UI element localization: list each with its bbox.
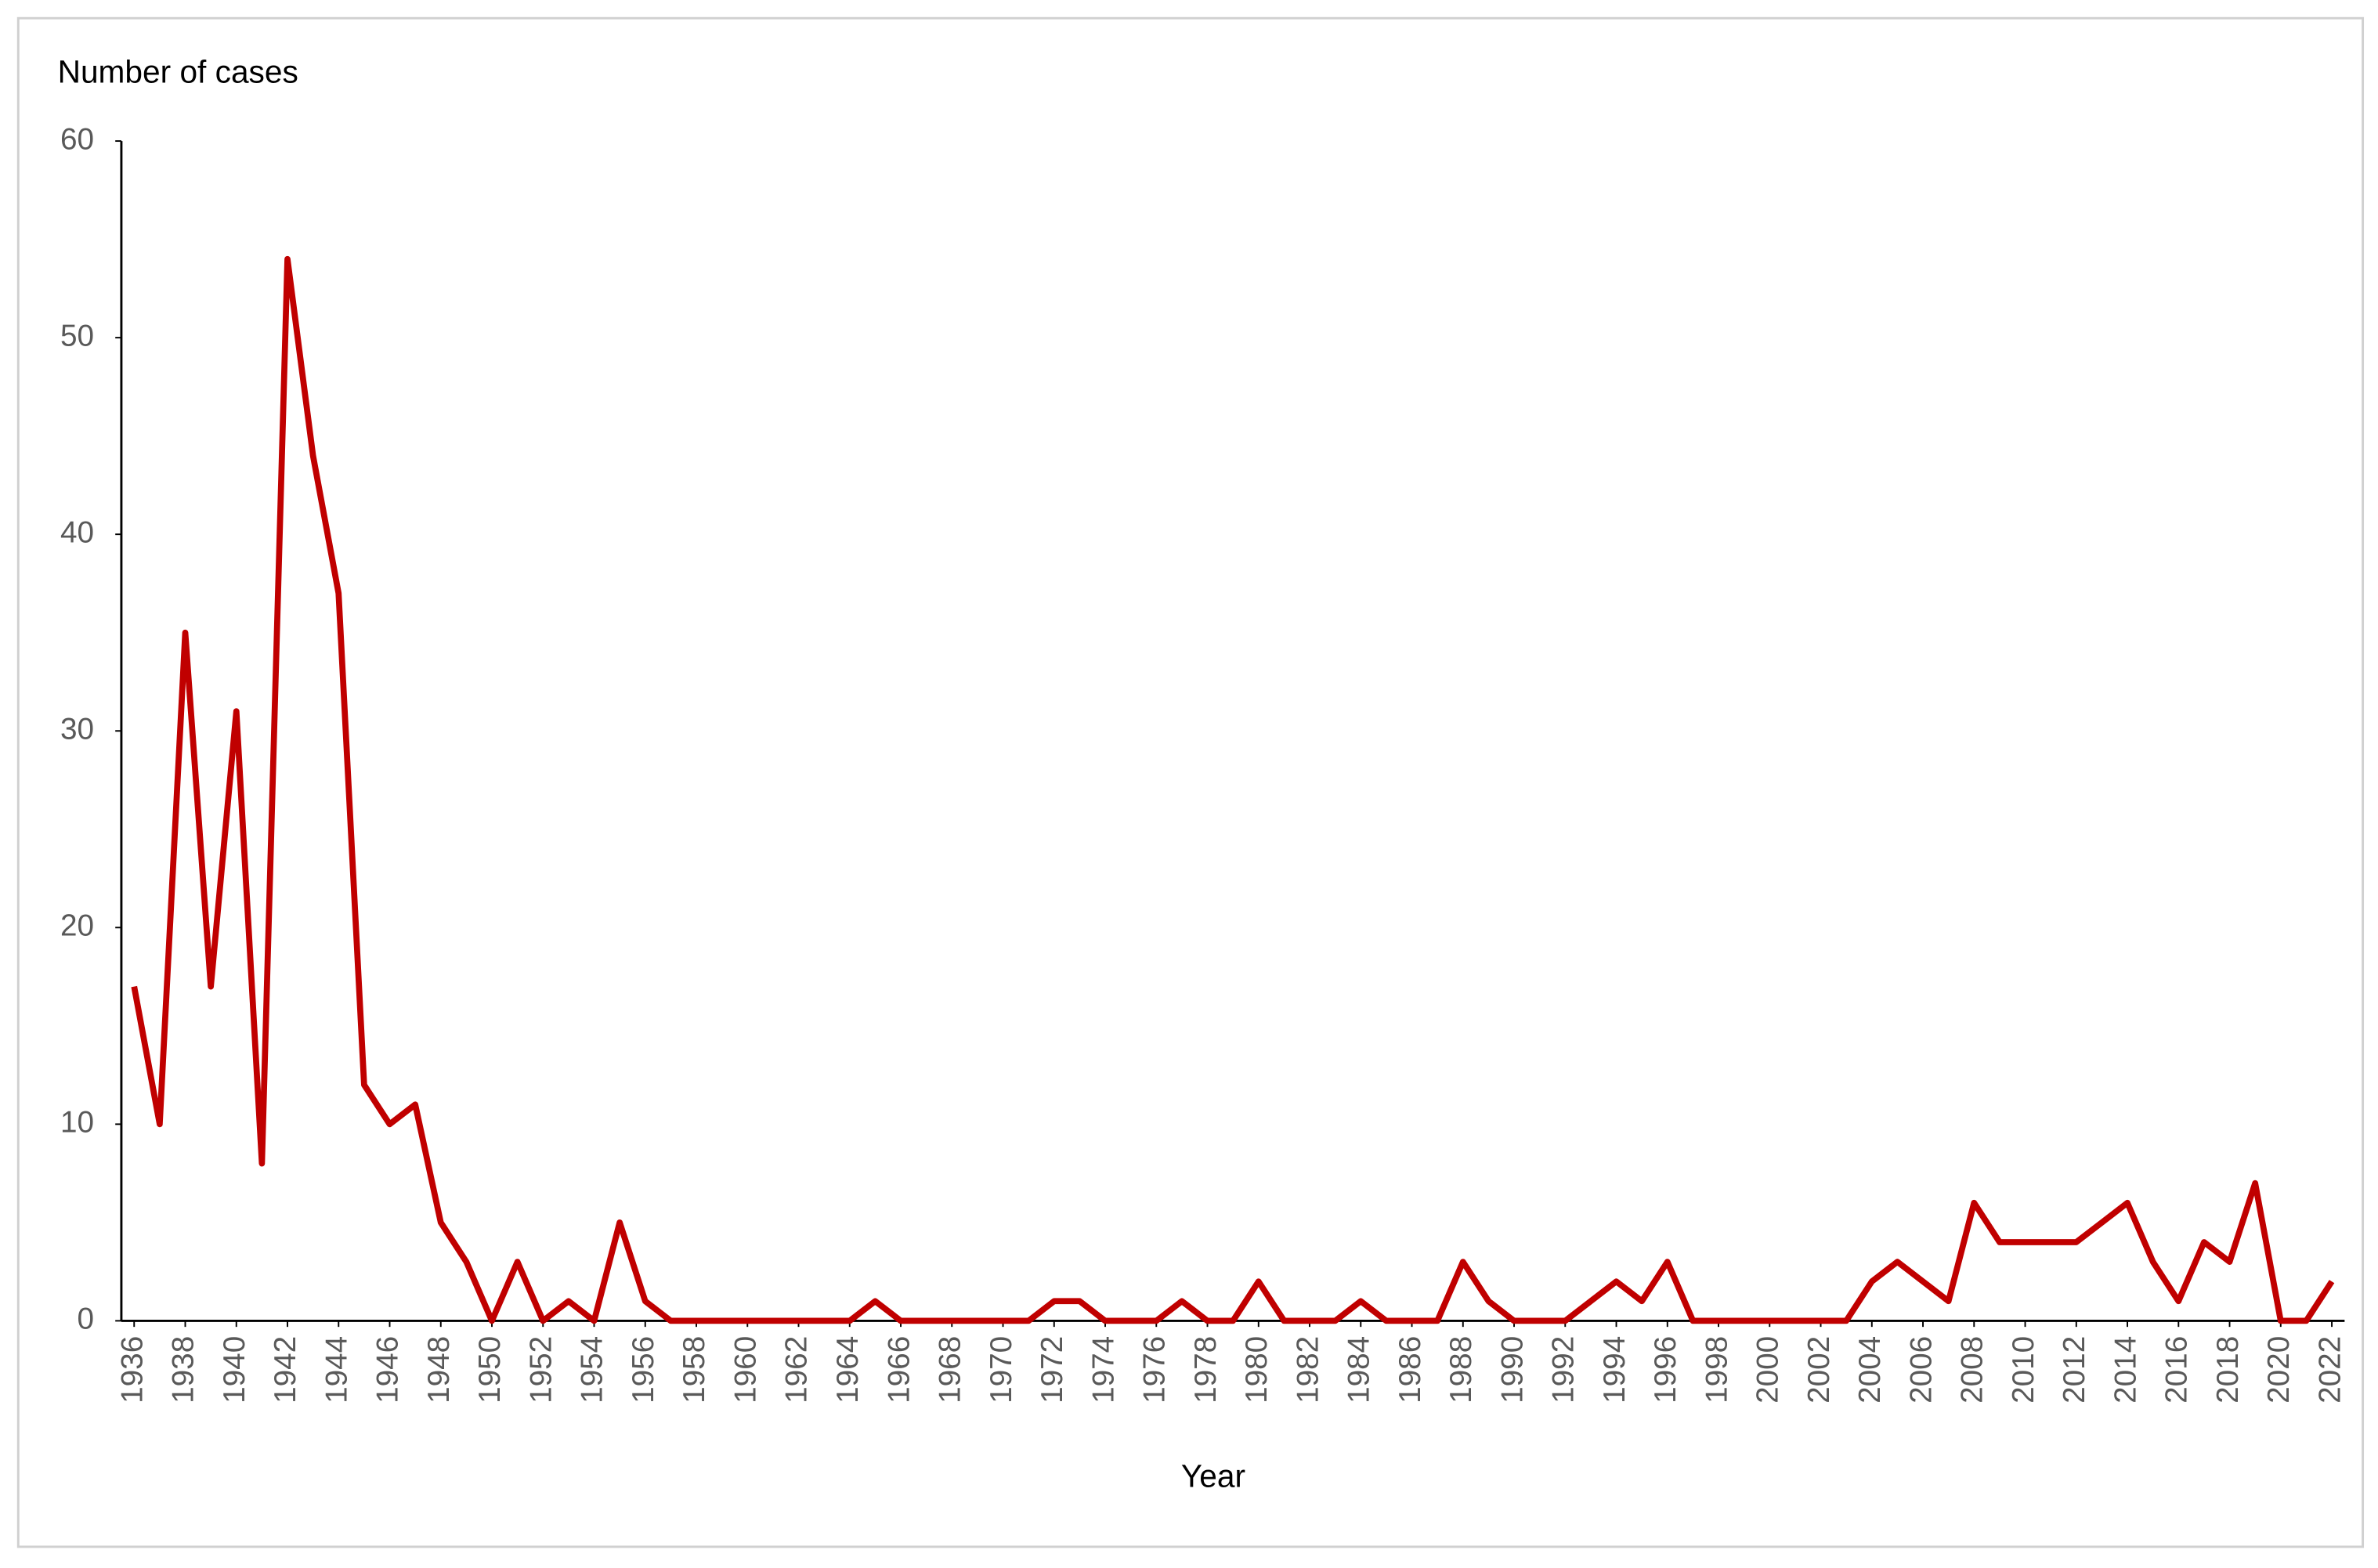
x-tick-label: 1974 xyxy=(1086,1336,1120,1404)
x-tick-label: 2002 xyxy=(1802,1336,1836,1404)
x-tick-label: 1962 xyxy=(780,1336,814,1404)
y-tick-label: 10 xyxy=(60,1106,94,1140)
y-tick-label: 20 xyxy=(60,909,94,943)
x-tick-label: 1960 xyxy=(728,1336,762,1404)
x-tick-label: 2020 xyxy=(2262,1336,2296,1404)
x-tick-label: 1966 xyxy=(882,1336,916,1404)
x-tick-label: 1938 xyxy=(167,1336,201,1404)
x-tick-label: 2016 xyxy=(2160,1336,2194,1404)
x-axis-title: Year xyxy=(1181,1458,1245,1494)
x-tick-label: 1948 xyxy=(422,1336,456,1404)
x-tick-label: 1970 xyxy=(985,1336,1018,1404)
x-tick-label: 2006 xyxy=(1904,1336,1938,1404)
x-tick-label: 2000 xyxy=(1751,1336,1785,1404)
x-tick-label: 2018 xyxy=(2211,1336,2245,1404)
x-tick-label: 1980 xyxy=(1240,1336,1274,1404)
x-tick-label: 1976 xyxy=(1138,1336,1172,1404)
x-tick-label: 1956 xyxy=(627,1336,660,1404)
x-tick-label: 1990 xyxy=(1495,1336,1529,1404)
y-tick-label: 30 xyxy=(60,712,94,746)
x-tick-label: 1952 xyxy=(524,1336,558,1404)
y-axis-title: Number of cases xyxy=(58,54,298,90)
x-tick-label: 2010 xyxy=(2007,1336,2040,1404)
data-line xyxy=(131,255,2335,1324)
y-tick-label: 60 xyxy=(60,122,94,156)
x-tick-label: 1954 xyxy=(576,1336,609,1404)
x-tick-label: 2004 xyxy=(1853,1336,1887,1404)
x-tick-label: 1936 xyxy=(115,1336,149,1404)
x-tick-label: 1998 xyxy=(1700,1336,1733,1404)
x-tick-label: 1968 xyxy=(934,1336,967,1404)
x-tick-label: 1950 xyxy=(473,1336,507,1404)
x-tick-label: 1946 xyxy=(371,1336,405,1404)
x-tick-label: 1994 xyxy=(1598,1336,1632,1404)
x-tick-label: 2014 xyxy=(2109,1336,2142,1404)
y-tick-label: 0 xyxy=(78,1302,95,1336)
x-tick-label: 2022 xyxy=(2313,1336,2347,1404)
x-tick-label: 1944 xyxy=(320,1336,353,1404)
x-tick-label: 1958 xyxy=(678,1336,711,1404)
x-tick-label: 1992 xyxy=(1547,1336,1581,1404)
x-tick-label: 2012 xyxy=(2058,1336,2091,1404)
x-tick-label: 1982 xyxy=(1291,1336,1325,1404)
x-tick-label: 2008 xyxy=(1956,1336,1989,1404)
x-tick-label: 1940 xyxy=(218,1336,251,1404)
x-tick-label: 1964 xyxy=(831,1336,865,1404)
x-tick-label: 1988 xyxy=(1444,1336,1478,1404)
x-tick-label: 1984 xyxy=(1343,1336,1376,1404)
x-tick-label: 1986 xyxy=(1393,1336,1427,1404)
y-tick-label: 40 xyxy=(60,515,94,549)
x-tick-label: 1996 xyxy=(1649,1336,1682,1404)
chart-border xyxy=(16,16,2365,1548)
y-tick-label: 50 xyxy=(60,319,94,352)
x-tick-label: 1942 xyxy=(269,1336,302,1404)
x-tick-label: 1978 xyxy=(1189,1336,1223,1404)
x-tick-label: 1972 xyxy=(1035,1336,1069,1404)
